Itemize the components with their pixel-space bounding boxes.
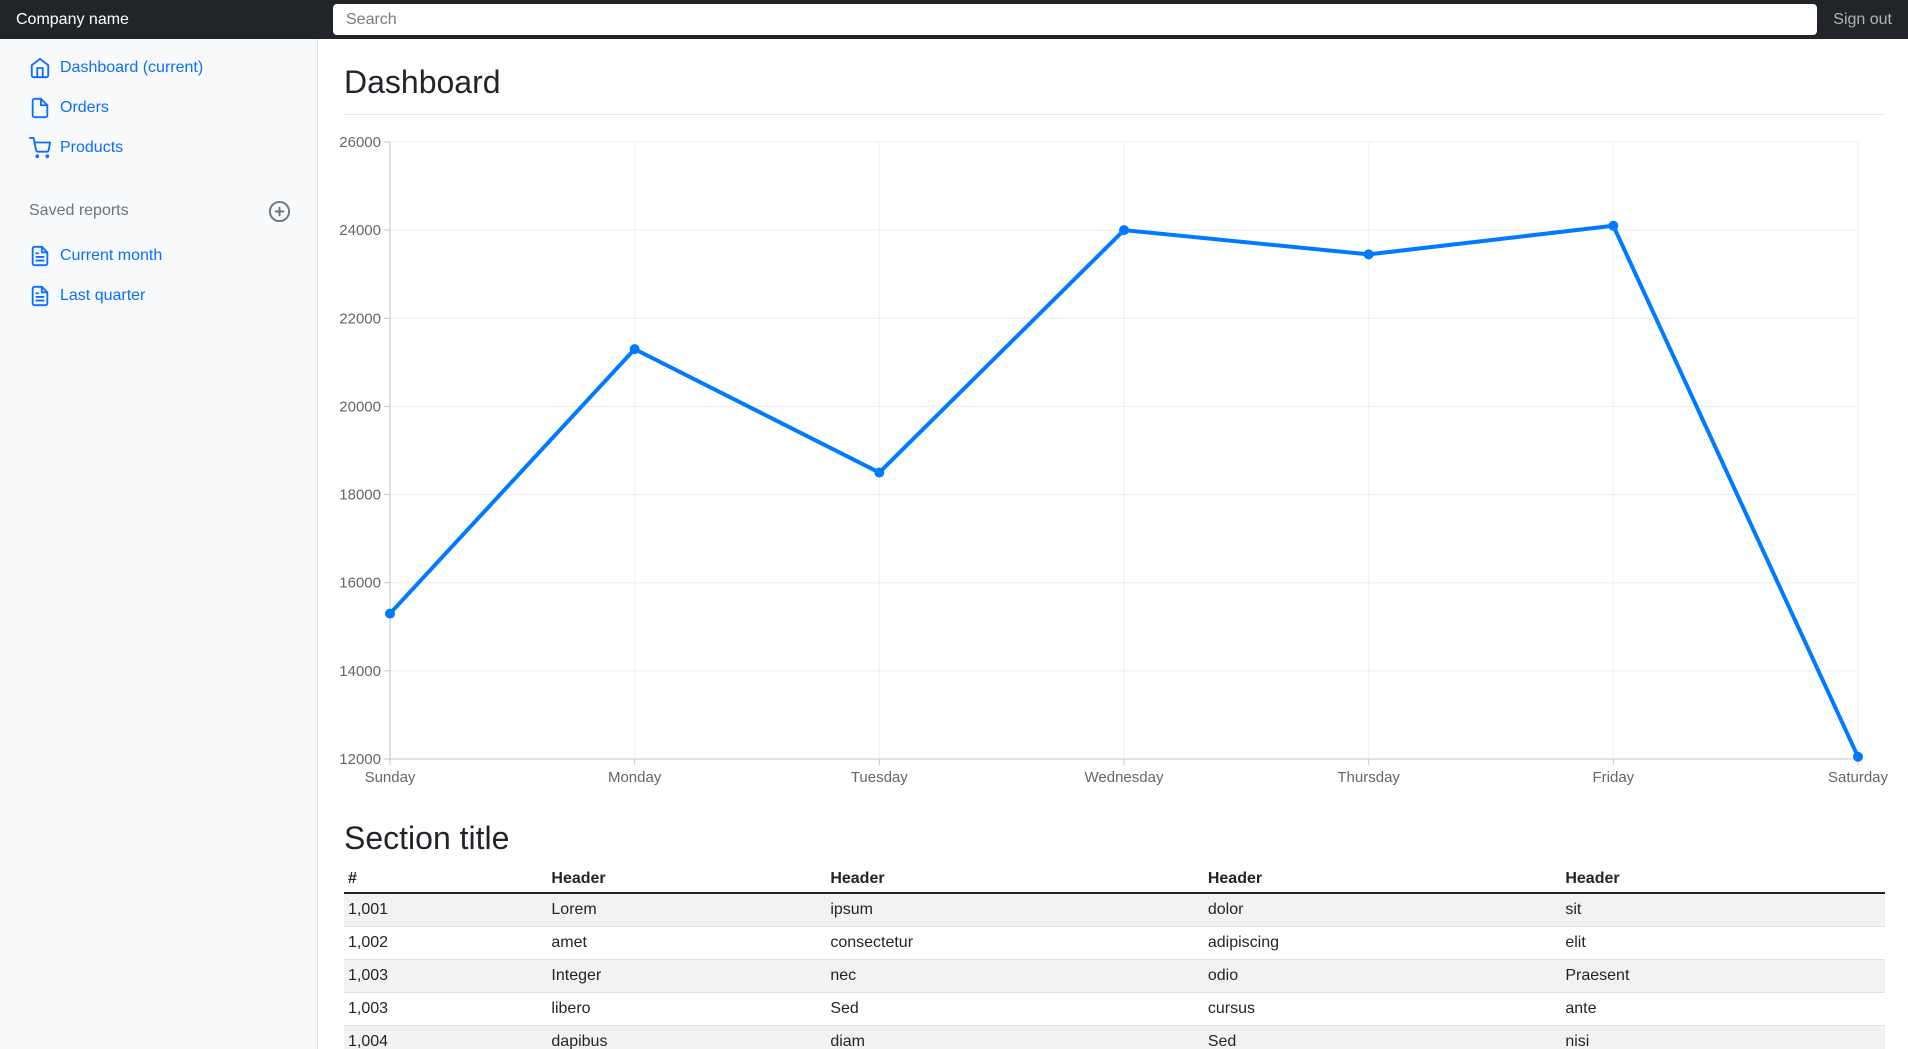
sidebar-item: Dashboard (current) — [0, 48, 318, 88]
main-content: Dashboard 26000 24000 22000 20000 18000 16000… — [318, 39, 1908, 1049]
table-cell: sit — [1561, 893, 1885, 927]
table-cell: ante — [1561, 992, 1885, 1026]
table-header-row: # Header Header Header Header — [344, 867, 1885, 894]
saved-reports-nav: Current month Last quarter — [0, 236, 318, 316]
sidebar-link-dashboard-current-[interactable]: Dashboard (current) — [0, 48, 318, 88]
table-cell: Lorem — [547, 893, 827, 927]
table-cell: 1,004 — [344, 1025, 548, 1049]
data-table: # Header Header Header Header 1,001 Lorem ipsu… — [344, 867, 1885, 1049]
svg-text:Thursday: Thursday — [1337, 769, 1400, 786]
table-cell: amet — [547, 926, 827, 960]
table-cell: Integer — [547, 959, 827, 993]
table-cell: ipsum — [826, 893, 1204, 927]
svg-text:26000: 26000 — [339, 134, 381, 151]
section-title: Section title — [344, 820, 510, 856]
table-cell: dolor — [1203, 893, 1562, 927]
table-cell: 1,001 — [344, 893, 548, 927]
table-cell: 1,003 — [344, 992, 548, 1026]
sidebar-link-current-month[interactable]: Current month — [0, 236, 318, 276]
table-row: 1,001 Lorem ipsum dolor sit — [344, 893, 1885, 927]
table-cell: Sed — [1203, 1025, 1562, 1049]
page-title: Dashboard — [344, 63, 1885, 115]
table-header-cell: Header — [1561, 867, 1885, 894]
table-cell: dapibus — [547, 1025, 827, 1049]
svg-text:Saturday: Saturday — [1828, 769, 1889, 786]
table-cell: consectetur — [826, 926, 1204, 960]
svg-text:Sunday: Sunday — [365, 769, 416, 786]
file-text-icon — [29, 285, 51, 307]
table-row: 1,003 libero Sed cursus ante — [344, 992, 1885, 1026]
table-header-cell: Header — [547, 867, 827, 894]
table-cell: 1,003 — [344, 959, 548, 993]
sidebar-item-label: Products — [60, 139, 124, 156]
table-cell: libero — [547, 992, 827, 1026]
saved-reports-label: Saved reports — [29, 202, 129, 219]
sidebar-link-products[interactable]: Products — [0, 128, 318, 168]
line-chart: 26000 24000 22000 20000 18000 16000 14000 12000… — [339, 134, 1888, 786]
file-icon — [29, 97, 51, 119]
table-cell: elit — [1561, 926, 1885, 960]
table-row: 1,002 amet consectetur adipiscing elit — [344, 926, 1885, 960]
saved-reports-heading: Saved reports — [0, 195, 318, 227]
sidebar-item-label: Last quarter — [60, 287, 146, 304]
table-cell: cursus — [1203, 992, 1562, 1026]
svg-text:14000: 14000 — [339, 663, 381, 680]
sign-out-link[interactable]: Sign out — [1833, 10, 1892, 28]
svg-text:24000: 24000 — [339, 222, 381, 239]
home-icon — [29, 57, 51, 79]
table-cell: Praesent — [1561, 959, 1885, 993]
sidebar-item-label: Current month — [60, 247, 163, 264]
search-wrap — [318, 4, 1818, 35]
table-row: 1,004 dapibus diam Sed nisi — [344, 1025, 1885, 1049]
table-cell: Sed — [826, 992, 1204, 1026]
svg-text:16000: 16000 — [339, 575, 381, 592]
shopping-cart-icon — [29, 137, 51, 159]
table-cell: 1,002 — [344, 926, 548, 960]
sidebar-item: Last quarter — [0, 276, 318, 316]
table-cell: odio — [1203, 959, 1562, 993]
top-navbar: Company name Sign out — [0, 0, 1908, 39]
table-row: 1,003 Integer nec odio Praesent — [344, 959, 1885, 993]
search-input[interactable] — [333, 4, 1818, 35]
sidebar-item: Current month — [0, 236, 318, 276]
sidebar: Dashboard (current) Orders Products Save… — [0, 39, 318, 1049]
svg-text:12000: 12000 — [339, 751, 381, 768]
table-header-cell: Header — [1203, 867, 1562, 894]
sidebar-item: Products — [0, 128, 318, 168]
sidebar-nav: Dashboard (current) Orders Products — [0, 48, 318, 168]
table-cell: nisi — [1561, 1025, 1885, 1049]
svg-text:Tuesday: Tuesday — [851, 769, 908, 786]
sidebar-item: Orders — [0, 88, 318, 128]
sidebar-item-label: Orders — [60, 99, 109, 116]
table-header-cell: Header — [826, 867, 1204, 894]
table-cell: diam — [826, 1025, 1204, 1049]
svg-text:Monday: Monday — [608, 769, 662, 786]
svg-text:20000: 20000 — [339, 398, 381, 415]
svg-text:Friday: Friday — [1592, 769, 1634, 786]
svg-text:18000: 18000 — [339, 487, 381, 504]
svg-text:22000: 22000 — [339, 310, 381, 327]
brand-link[interactable]: Company name — [16, 10, 129, 28]
svg-text:Wednesday: Wednesday — [1085, 769, 1164, 786]
sidebar-item-label: Dashboard (current) — [60, 59, 204, 76]
table-cell: adipiscing — [1203, 926, 1562, 960]
sidebar-link-last-quarter[interactable]: Last quarter — [0, 276, 318, 316]
table-cell: nec — [826, 959, 1204, 993]
file-text-icon — [29, 245, 51, 267]
table-header-cell: # — [344, 867, 548, 894]
sidebar-link-orders[interactable]: Orders — [0, 88, 318, 128]
plus-circle-icon[interactable] — [268, 200, 291, 223]
